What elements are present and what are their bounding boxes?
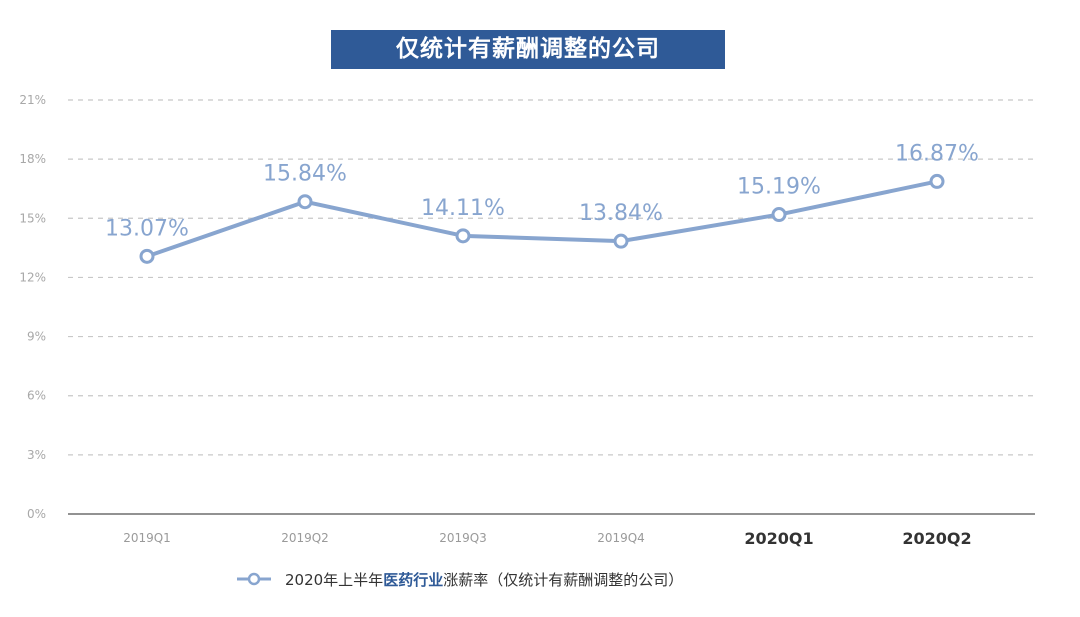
y-tick-label: 3% (27, 448, 46, 462)
data-point (929, 173, 945, 189)
y-tick-label: 9% (27, 330, 46, 344)
x-tick-label: 2020Q2 (902, 529, 971, 548)
series-line (146, 179, 938, 259)
data-point (613, 233, 629, 249)
data-label: 15.19% (737, 175, 821, 200)
data-point (455, 228, 471, 244)
x-tick-label: 2019Q3 (439, 531, 487, 545)
data-label: 16.87% (895, 141, 979, 166)
x-tick-label: 2019Q4 (597, 531, 645, 545)
x-tick-label: 2019Q2 (281, 531, 329, 545)
x-axis-ticks: 2019Q1 2019Q2 2019Q3 2019Q4 2020Q1 2020Q2 (123, 529, 971, 548)
data-point (139, 248, 155, 264)
legend-suffix: 涨薪率（仅统计有薪酬调整的公司） (443, 570, 684, 589)
grid-lines (68, 99, 1035, 456)
data-points (139, 173, 945, 264)
y-tick-label: 21% (19, 93, 46, 107)
data-label: 13.84% (579, 201, 663, 226)
y-tick-label: 6% (27, 389, 46, 403)
y-tick-label: 18% (19, 152, 46, 166)
legend-highlight: 医药行业 (383, 570, 444, 589)
data-labels: 13.07% 15.84% 14.11% 13.84% 15.19% 16.87% (105, 141, 979, 241)
data-point (297, 194, 313, 210)
data-point (771, 207, 787, 223)
data-label: 15.84% (263, 162, 347, 187)
data-label: 13.07% (105, 216, 189, 241)
x-tick-label: 2020Q1 (744, 529, 813, 548)
x-tick-label: 2019Q1 (123, 531, 171, 545)
y-tick-label: 12% (19, 270, 46, 284)
chart-title: 仅统计有薪酬调整的公司 (331, 30, 725, 69)
y-tick-label: 15% (19, 211, 46, 225)
legend-prefix: 2020年上半年 (285, 570, 384, 589)
line-chart: 0%3%6%9%12%15%18%21% 2019Q1 2019Q2 2019Q3 2… (19, 93, 1035, 548)
legend-swatch-icon (237, 572, 271, 586)
y-tick-label: 0% (27, 507, 46, 521)
y-axis-ticks: 0% 3% 6% 9% 12% 15% 18% 21% (19, 93, 46, 521)
legend: 2020年上半年 医药行业 涨薪率（仅统计有薪酬调整的公司） (237, 566, 683, 592)
data-label: 14.11% (421, 196, 505, 221)
